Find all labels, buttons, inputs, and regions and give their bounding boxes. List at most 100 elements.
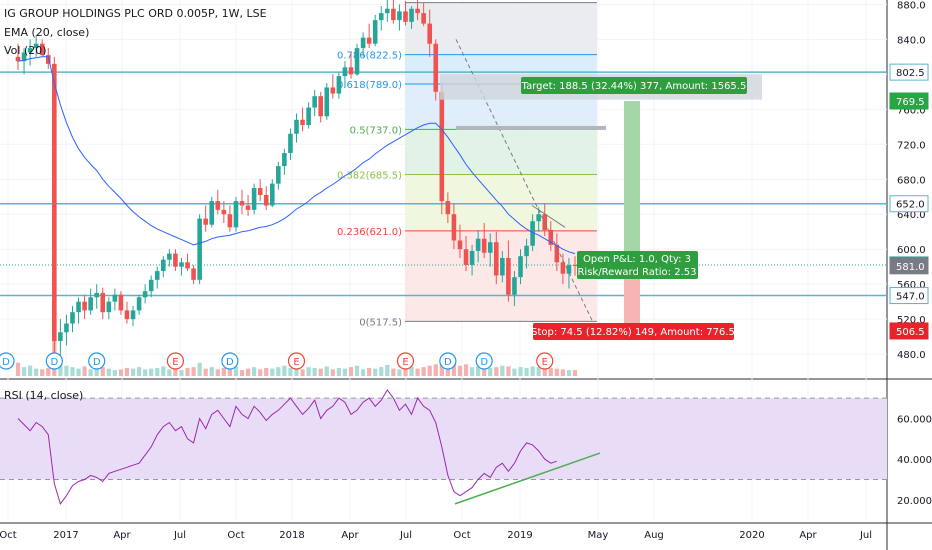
candle-body — [227, 214, 233, 228]
candle-body — [64, 323, 69, 333]
candle-body — [457, 240, 463, 250]
volume-bar — [294, 368, 299, 376]
volume-bar — [306, 367, 311, 376]
candle-body — [548, 229, 554, 245]
candle-body — [300, 119, 305, 126]
rsi-legend: RSI (14, close) — [4, 389, 84, 402]
candle-body — [136, 297, 142, 311]
volume-bar — [506, 366, 511, 376]
candle-body — [500, 257, 505, 276]
volume-bar — [112, 370, 117, 376]
volume-bar — [300, 369, 305, 376]
candle-body — [530, 221, 535, 246]
candle-body — [481, 238, 487, 253]
stop-label-box — [533, 323, 734, 340]
volume-bar — [185, 367, 190, 376]
candle-body — [215, 201, 221, 210]
volume-bar — [155, 367, 160, 376]
marker-letter: D — [480, 357, 488, 368]
fib-level-label: 0.382(685.5) — [337, 170, 402, 181]
volume-bar — [203, 368, 208, 376]
target-label: Target: 188.5 (32.44%) 377, Amount: 1565… — [521, 81, 747, 92]
volume-bar — [318, 368, 323, 376]
loss-zone — [624, 267, 640, 331]
x-tick-label: 2017 — [53, 530, 78, 541]
x-tick-label: Jul — [399, 530, 412, 541]
volume-bar — [457, 365, 463, 376]
marker-circle — [221, 352, 239, 370]
candles — [15, 0, 578, 368]
volume-bar — [76, 368, 81, 376]
candle-body — [233, 201, 239, 228]
candle-body — [15, 56, 21, 62]
marker-circle — [287, 352, 306, 370]
marker-letter: D — [226, 357, 234, 368]
time-axis[interactable]: Oct 2017 Apr Jul Oct 2018 Apr Jul Oct 2019 May Aug 2… — [0, 530, 872, 541]
candle-body — [354, 48, 360, 75]
volume-bar — [391, 368, 396, 376]
price-axis[interactable]: 880.0840.0800.0760.0720.0680.0640.0600.0… — [889, 0, 929, 361]
marker-letter: D — [444, 357, 452, 368]
marker-letter: E — [402, 357, 408, 368]
volume-bar — [415, 368, 420, 376]
candle-body — [33, 43, 39, 49]
price-label: 506.5 — [896, 327, 925, 338]
candle-body — [572, 264, 578, 266]
candle-body — [554, 244, 560, 263]
candle-body — [45, 55, 51, 64]
candle-body — [330, 87, 336, 94]
y-tick-label: 880.0 — [897, 0, 926, 11]
candle-body — [518, 256, 523, 278]
open-pl-label: Open P&L: 1.0, Qty: 3 — [583, 254, 691, 265]
x-tick-label: Apr — [341, 530, 359, 541]
candle-body — [475, 238, 481, 251]
marker-circle — [0, 352, 15, 370]
candle-body — [185, 262, 190, 269]
x-tick-label: Apr — [799, 530, 817, 541]
candle-body — [269, 183, 275, 206]
y-tick-label: 840.0 — [897, 35, 926, 46]
price-label: 581.0 — [896, 262, 925, 273]
candle-body — [433, 43, 439, 92]
volume-bar — [161, 366, 166, 376]
candle-body — [112, 294, 118, 302]
risk-reward-label: Risk/Reward Ratio: 2.53 — [577, 267, 696, 278]
candle-body — [372, 20, 378, 44]
candle-body — [58, 332, 63, 342]
marker-letter: E — [542, 357, 548, 368]
x-tick-label: Oct — [0, 530, 17, 541]
candle-body — [536, 214, 541, 222]
volume-bar — [100, 367, 105, 376]
volume-bar — [288, 367, 293, 376]
price-label-box — [889, 63, 929, 81]
rsi-line — [17, 389, 557, 506]
candle-body — [469, 250, 475, 265]
price-label-box — [889, 287, 929, 305]
volume-bar — [342, 368, 348, 376]
marker-circle — [45, 352, 63, 370]
horizontal-levels[interactable] — [0, 71, 887, 297]
price-label: 652.0 — [896, 200, 925, 211]
volume-bar — [348, 367, 354, 376]
y-tick-label: 560.0 — [897, 280, 926, 291]
trend-segment — [531, 205, 566, 228]
candle-body — [161, 259, 166, 272]
rsi-tick-label: 20.0000 — [897, 496, 932, 507]
marker-letter: D — [93, 357, 101, 368]
candle-body — [263, 194, 269, 206]
volume-bar — [488, 367, 493, 376]
rsi-trendline — [454, 452, 601, 505]
long-position-tool[interactable]: Target: 188.5 (32.44%) 377, Amount: 1565… — [440, 74, 762, 340]
volume-bar — [167, 369, 172, 376]
candle-body — [154, 271, 160, 280]
volume-bar — [82, 366, 87, 376]
candle-body — [239, 201, 245, 206]
candle-body — [439, 91, 445, 202]
ema-line — [17, 39, 598, 331]
x-tick-label: Aug — [644, 530, 664, 541]
rsi-pane: 60.0000 40.0000 20.0000 — [0, 389, 932, 507]
price-label-box — [889, 257, 929, 275]
candle-body — [385, 8, 390, 14]
